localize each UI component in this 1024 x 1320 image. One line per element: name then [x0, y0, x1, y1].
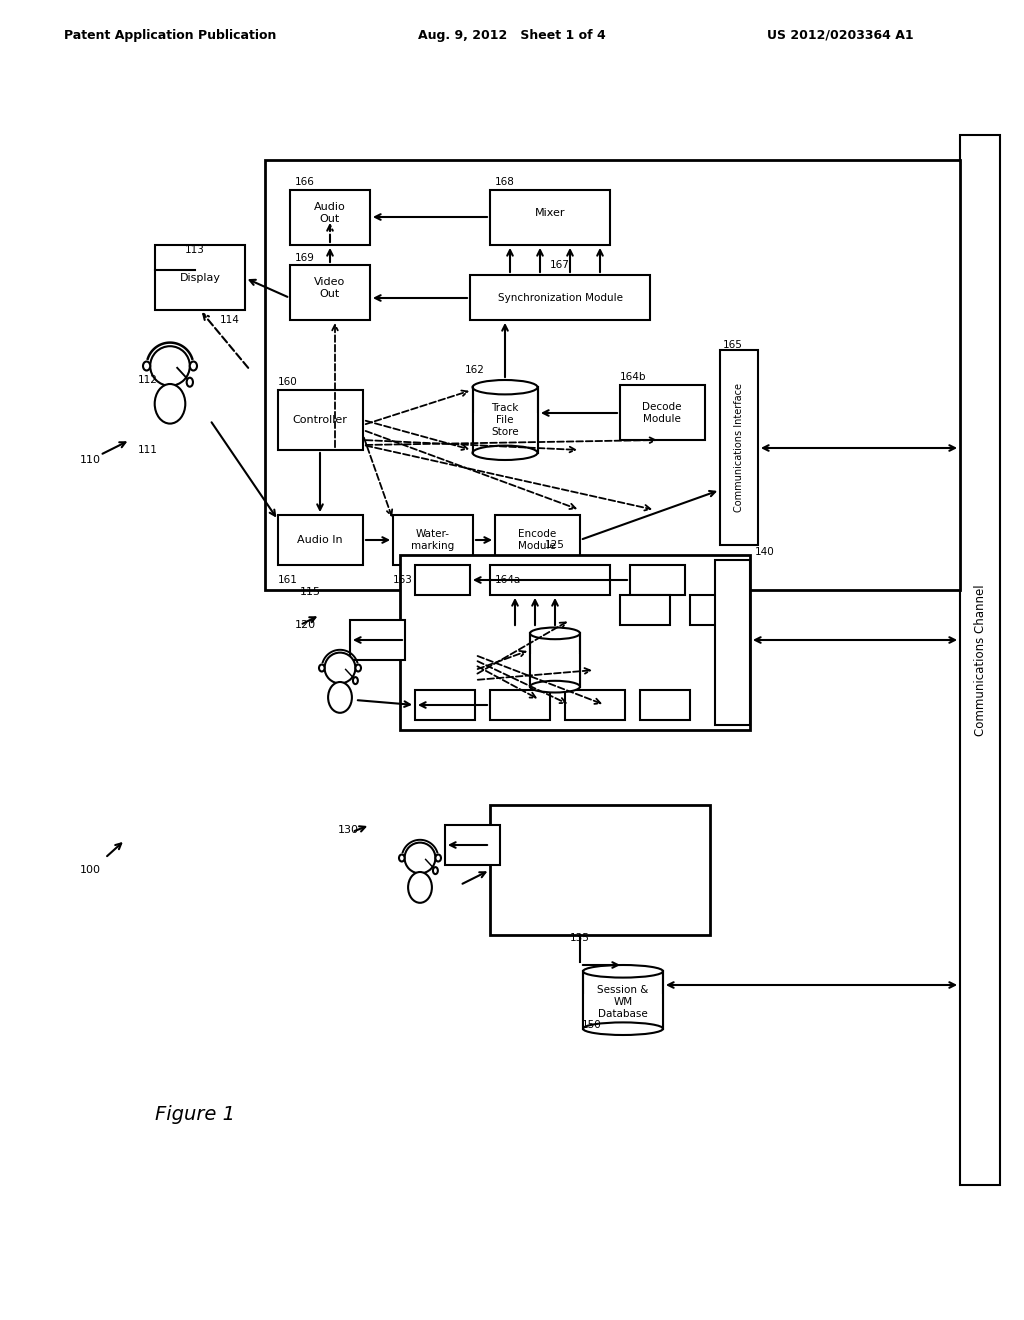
Ellipse shape [319, 664, 325, 672]
Text: Mixer: Mixer [535, 209, 565, 218]
Text: 135: 135 [570, 933, 590, 942]
Circle shape [151, 346, 189, 385]
FancyBboxPatch shape [530, 655, 580, 686]
FancyBboxPatch shape [490, 690, 550, 719]
Text: Controller: Controller [293, 414, 347, 425]
Ellipse shape [399, 854, 404, 862]
Text: 100: 100 [80, 865, 100, 875]
FancyBboxPatch shape [400, 554, 750, 730]
FancyBboxPatch shape [415, 565, 470, 595]
Text: Synchronization Module: Synchronization Module [498, 293, 623, 304]
FancyBboxPatch shape [715, 560, 750, 725]
Text: 150: 150 [582, 1020, 602, 1030]
FancyBboxPatch shape [583, 972, 663, 1028]
Ellipse shape [435, 854, 441, 862]
Text: Encode
Module: Encode Module [518, 529, 556, 550]
FancyBboxPatch shape [445, 825, 500, 865]
Ellipse shape [530, 681, 580, 693]
Text: 120: 120 [295, 620, 315, 630]
Text: 113: 113 [185, 246, 205, 255]
Text: 163: 163 [393, 576, 413, 585]
FancyBboxPatch shape [278, 515, 362, 565]
Text: Patent Application Publication: Patent Application Publication [63, 29, 276, 41]
FancyBboxPatch shape [961, 135, 1000, 1185]
FancyBboxPatch shape [393, 515, 473, 565]
FancyBboxPatch shape [490, 565, 610, 595]
Text: 110: 110 [80, 455, 100, 465]
Text: 164b: 164b [620, 372, 646, 381]
Text: Display: Display [179, 273, 220, 282]
Text: 115: 115 [300, 587, 321, 597]
Text: 125: 125 [545, 540, 565, 550]
FancyBboxPatch shape [265, 160, 961, 590]
FancyBboxPatch shape [530, 634, 580, 686]
Text: Communications Channel: Communications Channel [974, 585, 986, 735]
FancyBboxPatch shape [565, 690, 625, 719]
FancyBboxPatch shape [690, 595, 740, 624]
Ellipse shape [583, 1023, 663, 1035]
Text: Figure 1: Figure 1 [155, 1106, 234, 1125]
Text: Video
Out: Video Out [314, 277, 346, 298]
FancyBboxPatch shape [490, 190, 610, 246]
Ellipse shape [530, 627, 580, 639]
Text: Track
File
Store: Track File Store [492, 404, 519, 437]
Ellipse shape [353, 677, 357, 684]
Text: 160: 160 [278, 378, 298, 387]
Text: 166: 166 [295, 177, 314, 187]
FancyBboxPatch shape [630, 565, 685, 595]
FancyBboxPatch shape [470, 275, 650, 319]
Ellipse shape [143, 362, 151, 371]
Text: 165: 165 [723, 341, 742, 350]
Ellipse shape [189, 362, 197, 371]
FancyBboxPatch shape [155, 246, 245, 310]
Text: Communications Interface: Communications Interface [734, 384, 744, 512]
Text: Audio In: Audio In [297, 535, 343, 545]
Ellipse shape [155, 384, 185, 424]
Ellipse shape [186, 378, 193, 387]
FancyBboxPatch shape [620, 595, 670, 624]
Text: Decode
Module: Decode Module [642, 403, 682, 424]
FancyBboxPatch shape [640, 690, 690, 719]
Text: 112: 112 [138, 375, 158, 385]
FancyBboxPatch shape [720, 350, 758, 545]
FancyBboxPatch shape [495, 515, 580, 565]
Text: 169: 169 [295, 253, 314, 263]
FancyBboxPatch shape [350, 620, 406, 660]
Text: US 2012/0203364 A1: US 2012/0203364 A1 [767, 29, 913, 41]
Text: Audio
Out: Audio Out [314, 202, 346, 224]
FancyBboxPatch shape [290, 190, 370, 246]
Text: Aug. 9, 2012   Sheet 1 of 4: Aug. 9, 2012 Sheet 1 of 4 [418, 29, 606, 41]
Ellipse shape [433, 867, 438, 874]
Text: Water-
marking: Water- marking [412, 529, 455, 550]
Text: 111: 111 [138, 445, 158, 455]
Text: 167: 167 [550, 260, 570, 271]
Circle shape [325, 652, 355, 684]
Text: 130: 130 [338, 825, 358, 836]
FancyBboxPatch shape [620, 385, 705, 440]
Ellipse shape [472, 380, 538, 395]
Text: 164a: 164a [495, 576, 521, 585]
FancyBboxPatch shape [290, 265, 370, 319]
FancyBboxPatch shape [583, 994, 663, 1028]
Text: 162: 162 [465, 366, 485, 375]
FancyBboxPatch shape [472, 413, 538, 453]
Ellipse shape [472, 446, 538, 459]
Text: 161: 161 [278, 576, 298, 585]
Text: 168: 168 [495, 177, 515, 187]
Ellipse shape [583, 965, 663, 978]
Text: 114: 114 [220, 315, 240, 325]
FancyBboxPatch shape [278, 389, 362, 450]
FancyBboxPatch shape [490, 805, 710, 935]
Ellipse shape [355, 664, 361, 672]
Ellipse shape [328, 682, 352, 713]
Ellipse shape [409, 873, 432, 903]
FancyBboxPatch shape [472, 387, 538, 453]
Text: 140: 140 [755, 546, 775, 557]
Circle shape [404, 842, 435, 874]
Text: Session &
WM
Database: Session & WM Database [597, 986, 648, 1019]
FancyBboxPatch shape [415, 690, 475, 719]
